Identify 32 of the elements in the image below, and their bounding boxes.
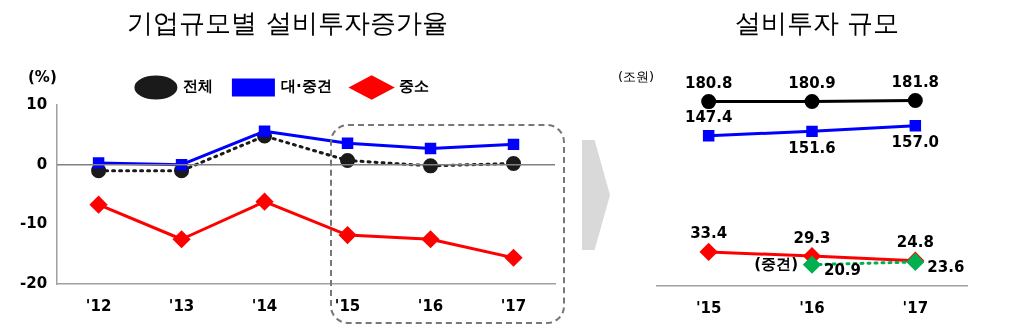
- x-tick-label: '15: [334, 296, 361, 315]
- x-tick-label: '16: [417, 296, 444, 315]
- y-tick-label: -20: [19, 273, 48, 292]
- chart-title: 설비투자 규모: [733, 7, 901, 40]
- x-tick-label: '17: [500, 296, 527, 315]
- legend-label: 대·중견: [280, 77, 332, 96]
- chart-title: 기업규모별 설비투자증가율: [126, 7, 449, 40]
- y-axis-title: (%): [28, 67, 57, 86]
- y-tick-label: -10: [19, 214, 48, 233]
- series-label: (중견): [754, 254, 798, 273]
- data-label: 33.4: [690, 224, 728, 243]
- x-tick-label: '13: [168, 296, 195, 315]
- x-tick-label: '15: [695, 298, 722, 317]
- x-tick-label: '12: [85, 296, 112, 315]
- data-label: 147.4: [684, 108, 733, 127]
- legend-label: 중소: [399, 77, 430, 96]
- data-label: 20.9: [824, 260, 862, 279]
- y-tick-label: 0: [36, 154, 48, 173]
- x-tick-label: '14: [251, 296, 278, 315]
- data-label: 180.9: [788, 73, 836, 92]
- data-label: 24.8: [896, 233, 934, 252]
- legend-label: 전체: [183, 77, 214, 96]
- data-label: 151.6: [788, 138, 836, 157]
- data-label: 181.8: [891, 72, 940, 91]
- data-label: 29.3: [793, 228, 831, 247]
- data-label: 23.6: [927, 257, 965, 276]
- data-label: 157.0: [891, 133, 940, 152]
- data-label: 180.8: [684, 73, 733, 92]
- y-tick-label: 10: [26, 94, 48, 113]
- x-tick-label: '17: [902, 298, 929, 317]
- x-tick-label: '16: [799, 298, 825, 317]
- y-axis-title: (조원): [618, 69, 655, 85]
